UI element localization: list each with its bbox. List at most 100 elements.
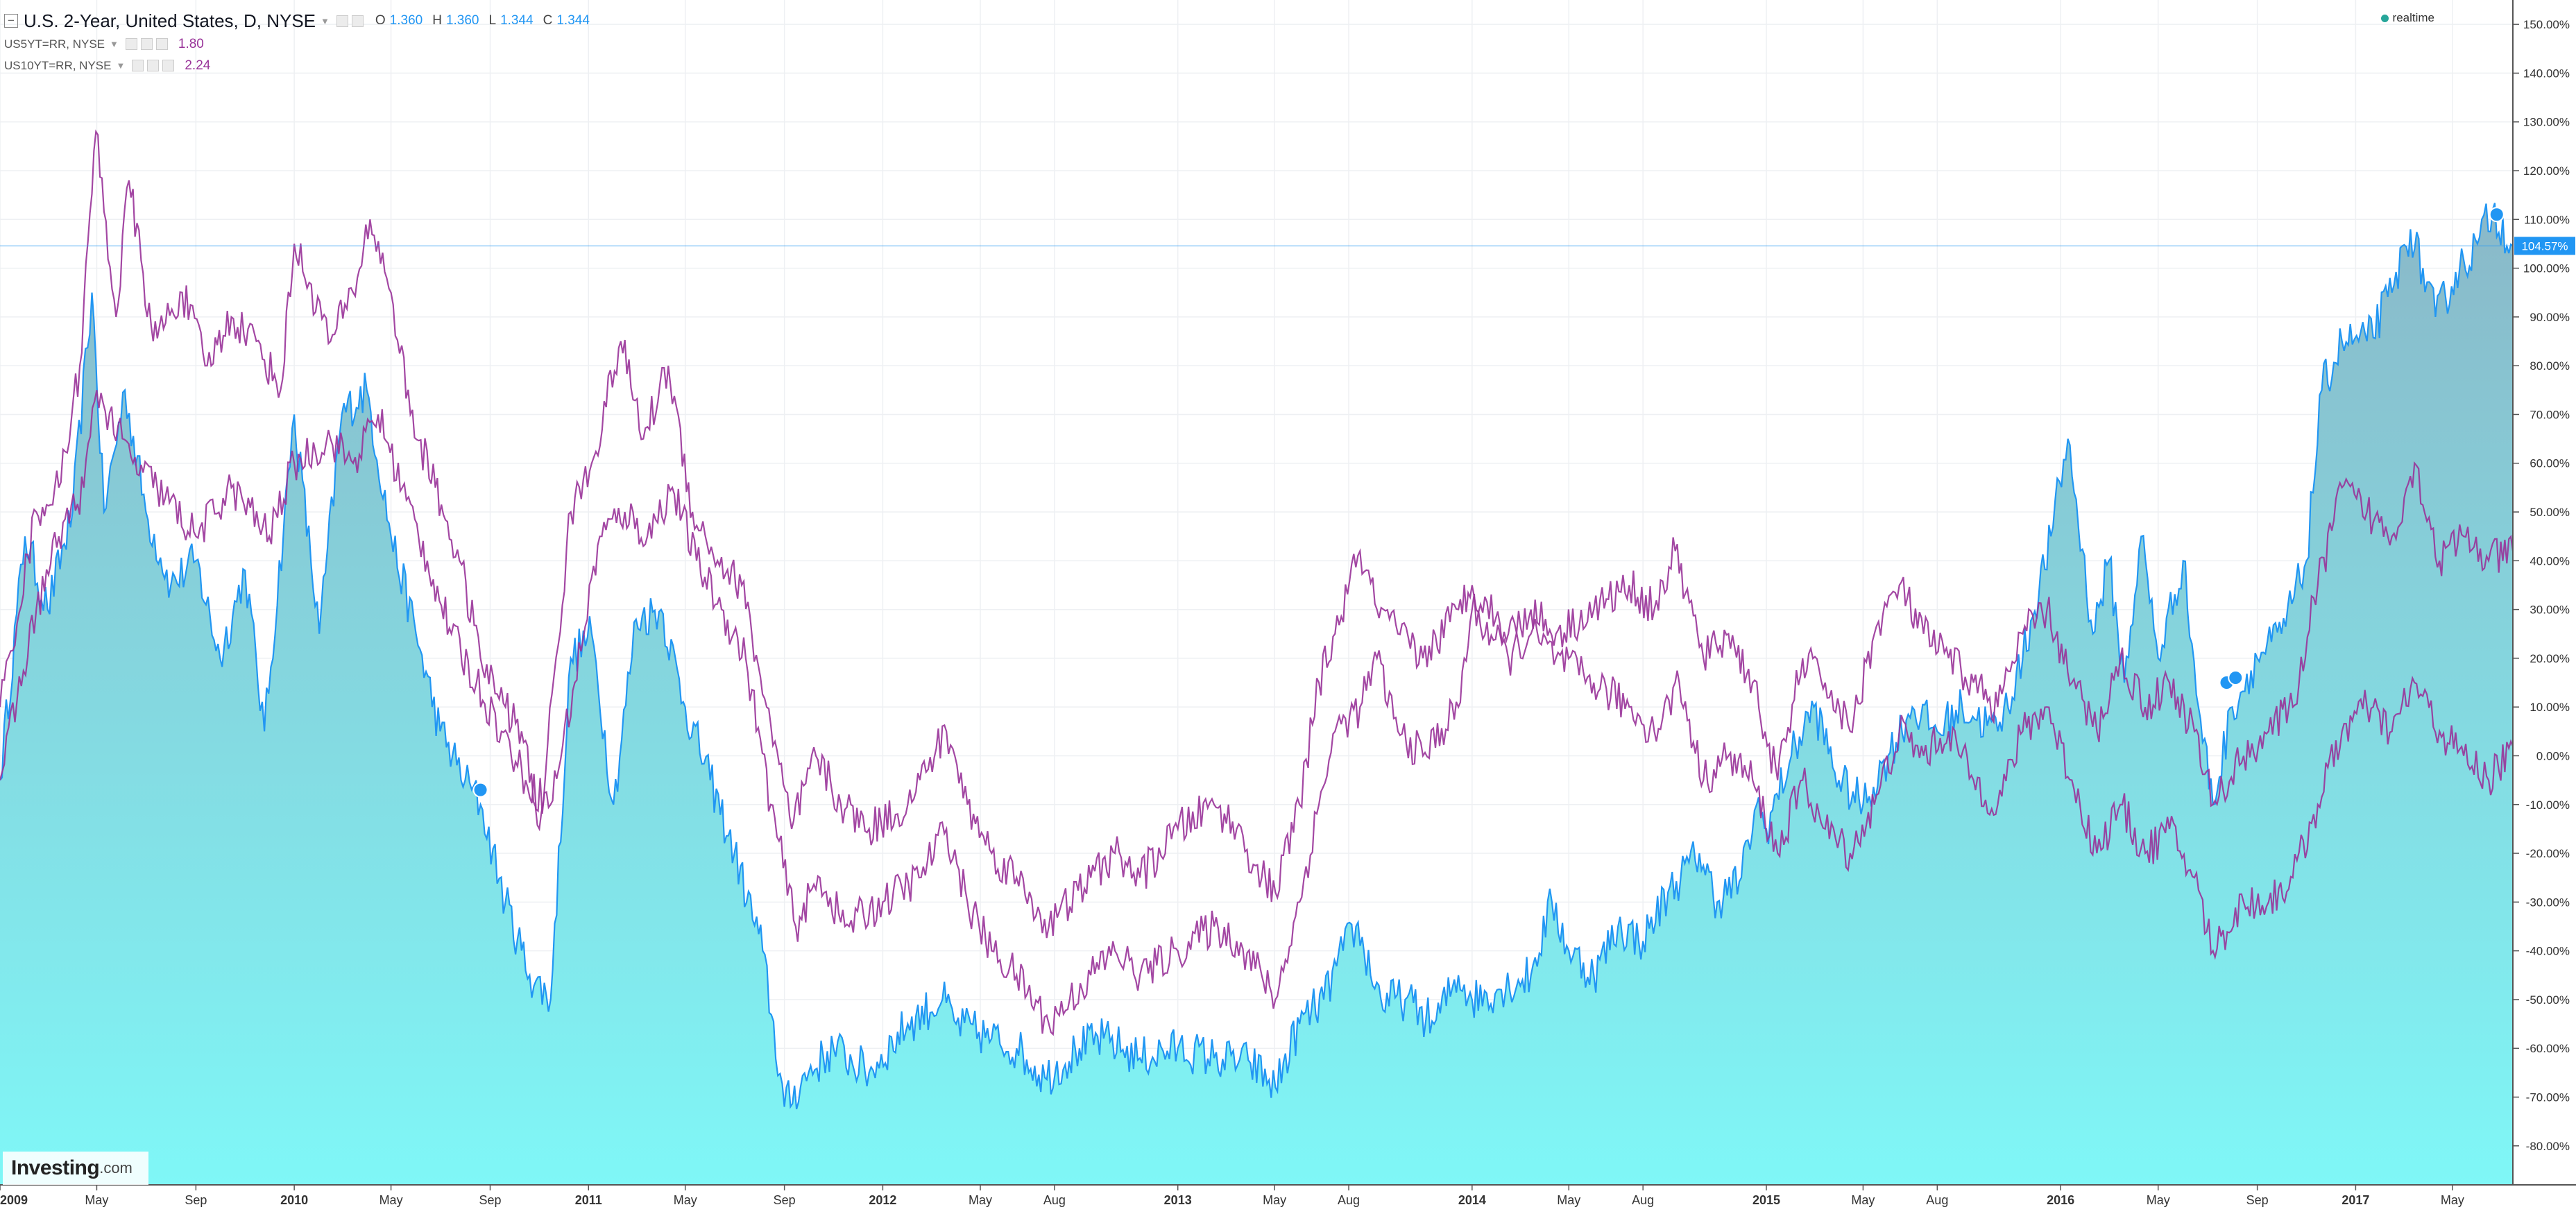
realtime-label: realtime: [2392, 11, 2434, 24]
y-tick-label: 10.00%: [2530, 701, 2570, 714]
y-tick-label: -50.00%: [2526, 993, 2570, 1007]
x-tick-label: May: [969, 1193, 992, 1207]
x-tick-label: Aug: [1632, 1193, 1654, 1207]
x-tick-label: May: [379, 1193, 403, 1207]
y-tick-label: 60.00%: [2530, 457, 2570, 470]
settings-icon[interactable]: [140, 38, 153, 50]
y-tick-label: 90.00%: [2530, 311, 2570, 324]
y-tick-label: -40.00%: [2526, 945, 2570, 958]
y-tick-label: 70.00%: [2530, 408, 2570, 421]
x-tick-label: Aug: [1926, 1193, 1948, 1207]
x-tick-label: 2014: [1458, 1193, 1486, 1207]
logo-wordmark: Investing: [11, 1156, 100, 1179]
comparison-value: 1.80: [178, 36, 204, 51]
open-value: 1.360: [389, 13, 423, 28]
time-axis[interactable]: [0, 1185, 2576, 1214]
event-marker-icon[interactable]: [2228, 670, 2244, 686]
close-icon[interactable]: [155, 38, 168, 50]
x-tick-label: Sep: [479, 1193, 501, 1207]
investing-logo[interactable]: Investing .com: [3, 1152, 148, 1185]
low-label: L: [488, 13, 497, 28]
us10y-series-line[interactable]: [0, 129, 2514, 939]
x-tick-label: May: [1263, 1193, 1286, 1207]
y-tick-label: -10.00%: [2526, 798, 2570, 812]
y-tick-label: -30.00%: [2526, 896, 2570, 909]
y-tick-label: 40.00%: [2530, 554, 2570, 567]
visibility-toggle-icon[interactable]: [132, 60, 144, 71]
x-tick-label: May: [2441, 1193, 2464, 1207]
y-tick-label: 20.00%: [2530, 652, 2570, 665]
main-series-legend[interactable]: − U.S. 2-Year, United States, D, NYSE ▼ …: [4, 8, 590, 33]
comparison-label[interactable]: US5YT=RR, NYSE: [4, 37, 105, 51]
comparison-legend-us5yt[interactable]: US5YT=RR, NYSE ▼ 1.80: [4, 33, 590, 55]
x-tick-label: 2009: [0, 1193, 28, 1207]
event-marker-icon[interactable]: [2489, 207, 2505, 223]
collapse-legend-button[interactable]: −: [4, 14, 18, 28]
y-tick-label: 150.00%: [2523, 18, 2570, 31]
chevron-down-icon[interactable]: ▼: [110, 39, 119, 49]
x-tick-label: Aug: [1338, 1193, 1360, 1207]
logo-suffix: .com: [99, 1159, 133, 1177]
x-tick-label: Sep: [774, 1193, 796, 1207]
open-label: O: [375, 13, 386, 28]
chevron-down-icon[interactable]: ▼: [321, 15, 330, 26]
us5y-series-line[interactable]: [0, 390, 2514, 1036]
comparison-value: 2.24: [185, 58, 211, 73]
y-tick-label: 100.00%: [2523, 262, 2570, 275]
x-tick-label: Sep: [185, 1193, 207, 1207]
settings-icon[interactable]: [147, 60, 160, 71]
y-tick-label: 120.00%: [2523, 164, 2570, 178]
close-value: 1.344: [556, 13, 590, 28]
x-tick-label: 2011: [575, 1193, 602, 1207]
visibility-toggle-icon[interactable]: [125, 38, 137, 50]
y-tick-label: -60.00%: [2526, 1042, 2570, 1055]
y-tick-label: 140.00%: [2523, 67, 2570, 80]
us2y-series-line[interactable]: [0, 203, 2514, 1110]
close-label: C: [543, 13, 553, 28]
x-tick-label: May: [1557, 1193, 1580, 1207]
x-tick-label: 2013: [1164, 1193, 1192, 1207]
high-label: H: [432, 13, 442, 28]
x-tick-label: 2015: [1752, 1193, 1780, 1207]
x-tick-label: May: [1851, 1193, 1875, 1207]
y-tick-label: -70.00%: [2526, 1091, 2570, 1104]
symbol-title[interactable]: U.S. 2-Year, United States, D, NYSE: [24, 10, 316, 31]
y-tick-label: 110.00%: [2524, 213, 2570, 226]
realtime-status: realtime: [2380, 11, 2434, 25]
x-tick-label: Aug: [1043, 1193, 1066, 1207]
x-tick-label: May: [674, 1193, 697, 1207]
comparison-legend-us10yt[interactable]: US10YT=RR, NYSE ▼ 2.24: [4, 55, 590, 76]
x-tick-label: 2017: [2342, 1193, 2369, 1207]
y-tick-label: 130.00%: [2523, 116, 2570, 129]
close-icon[interactable]: [162, 60, 175, 71]
us2y-area-fill: [0, 203, 2513, 1186]
x-tick-label: 2016: [2047, 1193, 2074, 1207]
price-axis[interactable]: [2513, 0, 2576, 1214]
comparison-label[interactable]: US10YT=RR, NYSE: [4, 58, 112, 72]
y-tick-label: -20.00%: [2526, 847, 2570, 860]
current-price-badge: [2514, 237, 2575, 255]
chart-legend: − U.S. 2-Year, United States, D, NYSE ▼ …: [4, 8, 590, 76]
series-layer: [0, 129, 2514, 1186]
current-price-label: 104.57%: [2521, 239, 2568, 253]
high-value: 1.360: [445, 13, 479, 28]
x-tick-label: 2012: [869, 1193, 896, 1207]
chevron-down-icon[interactable]: ▼: [116, 60, 126, 71]
settings-icon[interactable]: [351, 15, 364, 27]
low-value: 1.344: [500, 13, 534, 28]
x-tick-label: 2010: [280, 1193, 308, 1207]
x-tick-label: May: [85, 1193, 108, 1207]
y-tick-label: 0.00%: [2536, 749, 2570, 762]
x-tick-label: May: [2147, 1193, 2170, 1207]
x-tick-label: Sep: [2246, 1193, 2269, 1207]
y-tick-label: -80.00%: [2526, 1140, 2570, 1153]
y-tick-label: 30.00%: [2530, 604, 2570, 617]
visibility-toggle-icon[interactable]: [336, 15, 348, 27]
y-tick-label: 50.00%: [2530, 506, 2570, 519]
event-marker-icon[interactable]: [472, 782, 488, 798]
realtime-dot-icon: [2380, 14, 2389, 22]
y-tick-label: 80.00%: [2530, 359, 2570, 373]
